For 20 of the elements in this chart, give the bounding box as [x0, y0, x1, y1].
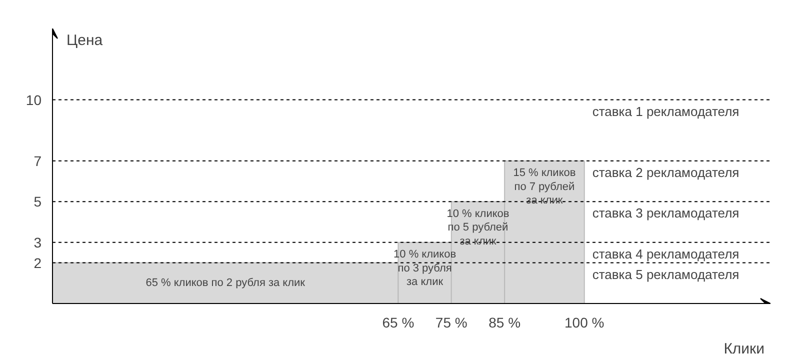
- x-tick-label: 75 %: [435, 314, 468, 330]
- ref-line-label: ставка 4 рекламодателя: [592, 246, 740, 262]
- x-axis-title: Клики: [724, 340, 764, 358]
- y-axis-title: Цена: [66, 32, 104, 49]
- x-tick-label: 65 %: [382, 314, 414, 330]
- ref-line-label: ставка 3 рекламодателя: [592, 206, 740, 221]
- annotation: 10 % кликов по 5 рублей за клик: [446, 208, 510, 248]
- annotation: 10 % кликов по 3 рубля за клик: [394, 248, 456, 288]
- y-tick-label: 7: [34, 152, 42, 169]
- annotation: 15 % кликов по 7 рублей за клик: [513, 167, 576, 207]
- x-tick-label: 100 %: [564, 314, 604, 330]
- ref-line-label: ставка 2 рекламодателя: [592, 164, 740, 180]
- ref-line-label: ставка 1 рекламодателя: [592, 104, 740, 119]
- y-tick-label: 2: [34, 254, 42, 271]
- y-tick-label: 10: [26, 92, 42, 108]
- x-tick-label: 85 %: [488, 314, 521, 330]
- y-tick-label: 5: [34, 194, 42, 210]
- annotation: 65 % кликов по 2 рубля за клик: [146, 277, 306, 290]
- y-tick-label: 3: [34, 234, 42, 250]
- ref-line-label: ставка 5 рекламодателя: [592, 266, 740, 282]
